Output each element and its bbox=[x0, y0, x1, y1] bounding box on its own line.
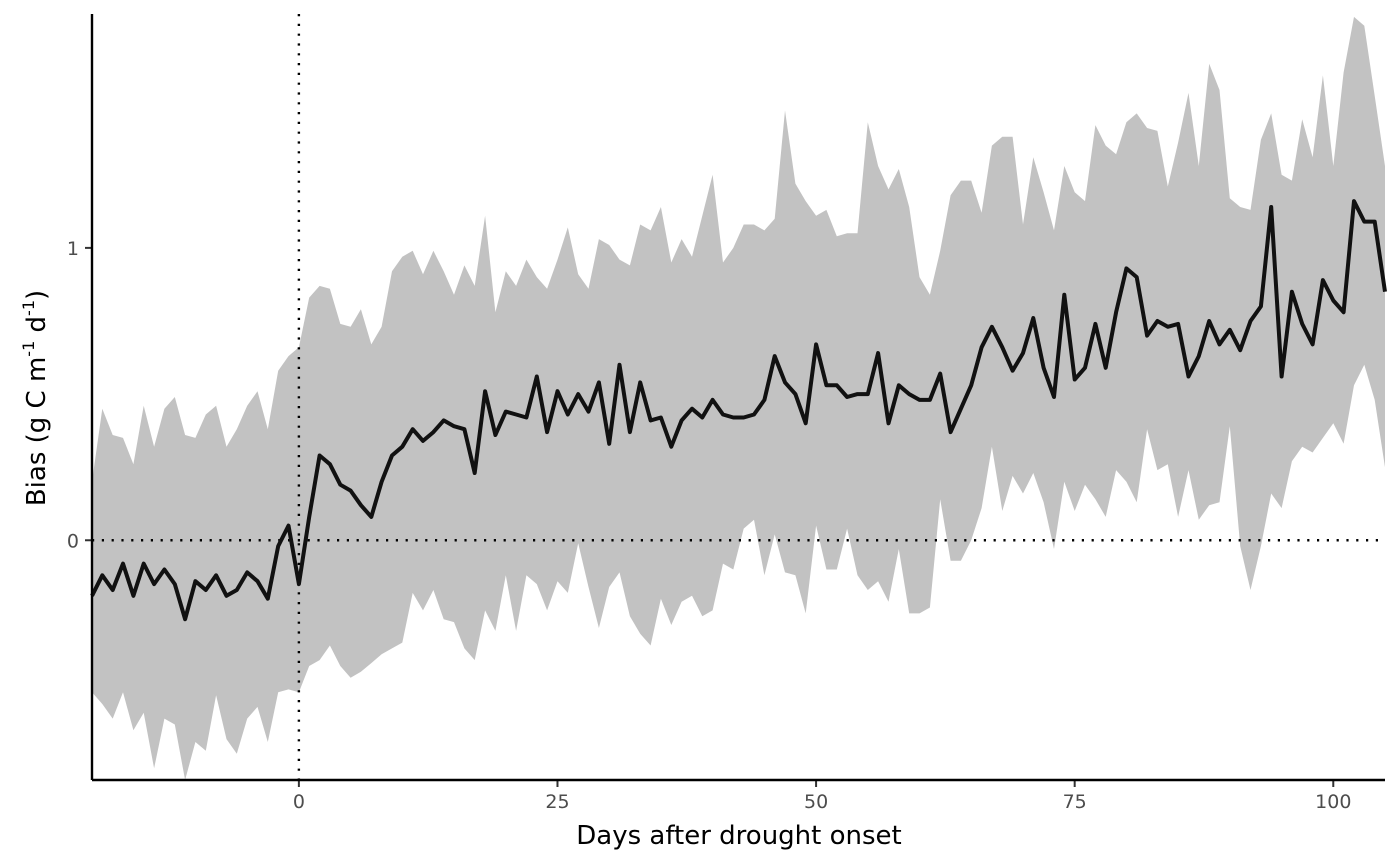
y-axis-title-suffix: ) bbox=[22, 290, 52, 300]
confidence-ribbon bbox=[92, 16, 1385, 780]
y-axis-title-mid: d bbox=[22, 316, 52, 341]
y-axis-title: Bias (g C m-1 d-1) bbox=[19, 290, 52, 506]
x-tick-label: 0 bbox=[293, 791, 305, 813]
y-axis-title-prefix: Bias (g C m bbox=[22, 357, 52, 506]
mean-bias-line bbox=[90, 199, 1387, 622]
y-tick-label: 0 bbox=[67, 530, 79, 552]
y-axis-title-exponent-2: -1 bbox=[19, 300, 38, 316]
y-axis-title-exponent-1: -1 bbox=[19, 341, 38, 357]
plot-area bbox=[90, 14, 1387, 780]
x-tick-label: 75 bbox=[1063, 791, 1087, 813]
x-tick-label: 50 bbox=[804, 791, 828, 813]
x-tick-label: 100 bbox=[1315, 791, 1351, 813]
x-axis-ticks: 0 25 50 75 100 bbox=[293, 780, 1351, 813]
y-tick-label: 1 bbox=[67, 238, 79, 260]
y-axis-ticks: 01 bbox=[67, 238, 92, 552]
x-axis-title: Days after drought onset bbox=[576, 821, 902, 851]
x-tick-label: 25 bbox=[545, 791, 569, 813]
